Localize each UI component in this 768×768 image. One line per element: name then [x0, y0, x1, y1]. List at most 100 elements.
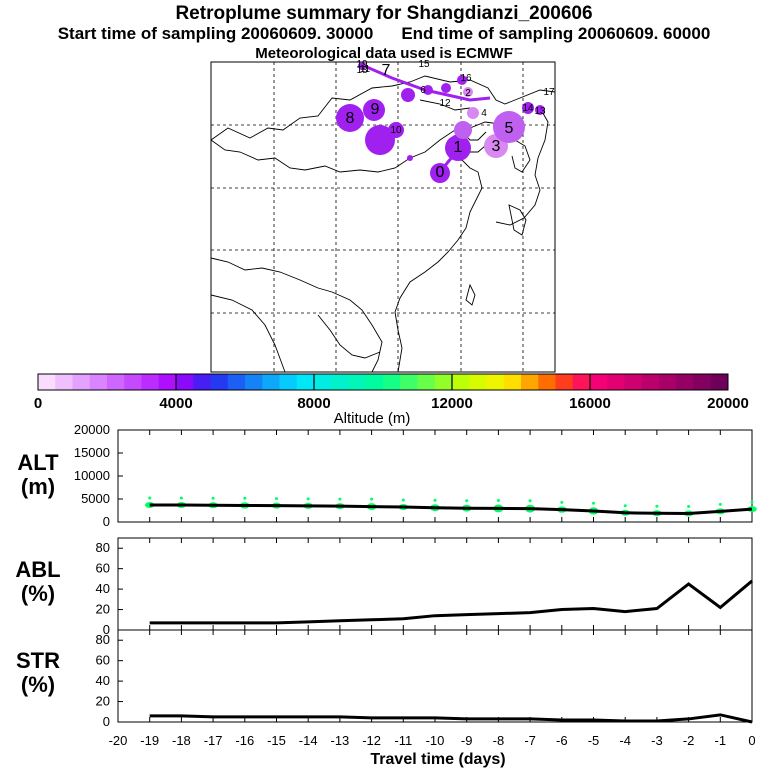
- y-axis-title: ALT: [17, 450, 59, 475]
- y-tick-label: 15000: [74, 445, 110, 460]
- alt-series-line: [149, 503, 753, 515]
- y-tick-label: 0: [103, 514, 110, 529]
- altitude-outlier: [528, 499, 532, 503]
- altitude-outlier: [306, 497, 310, 501]
- x-tick-label: -18: [172, 733, 191, 748]
- x-tick-label: -3: [651, 733, 663, 748]
- x-tick-label: -2: [683, 733, 695, 748]
- time-series-panels: 05000100001500020000ALT(m)020406080ABL(%…: [15, 422, 757, 729]
- colorbar-bin: [365, 374, 384, 390]
- y-axis-title: STR: [16, 648, 60, 673]
- altitude-outlier: [465, 499, 469, 503]
- x-tick-label: -5: [588, 733, 600, 748]
- altitude-outlier: [496, 499, 500, 503]
- colorbar-bin: [400, 374, 418, 390]
- str-panel-frame: [117, 629, 753, 723]
- x-tick-label: -16: [235, 733, 254, 748]
- y-tick-label: 20: [96, 694, 110, 709]
- colorbar-bin: [590, 374, 608, 390]
- colorbar-bin: [659, 374, 677, 390]
- y-tick-label: 10000: [74, 468, 110, 483]
- x-tick-label: -8: [493, 733, 505, 748]
- plume-label: 12: [439, 98, 451, 109]
- colorbar-bin: [210, 374, 229, 390]
- str-series-line: [149, 713, 753, 724]
- colorbar-bin: [124, 374, 142, 390]
- x-tick-label: -15: [267, 733, 286, 748]
- retroplume-track: [336, 62, 545, 183]
- colorbar-bin: [503, 374, 522, 390]
- altitude-outlier: [623, 504, 627, 508]
- colorbar-bin: [72, 374, 91, 390]
- colorbar-bin: [572, 374, 591, 390]
- plume-label: 18: [356, 65, 368, 76]
- plume-label: 5: [505, 120, 514, 137]
- colorbar-bin: [296, 374, 315, 390]
- altitude-outlier: [179, 496, 183, 500]
- colorbar-bin: [555, 374, 574, 390]
- plume-label: 16: [460, 73, 472, 84]
- y-axis-unit: (%): [21, 581, 55, 606]
- colorbar-bin: [245, 374, 263, 390]
- altitude-outlier: [750, 500, 754, 504]
- x-tick-label: -19: [140, 733, 159, 748]
- colorbar-bin: [710, 374, 729, 390]
- x-tick-label: -17: [204, 733, 223, 748]
- y-tick-label: 0: [103, 714, 110, 729]
- plume-label: 1: [454, 139, 463, 156]
- alt-panel: 0 5000 10000 15000 20000 ALT(m): [17, 422, 757, 529]
- colorbar-bin: [486, 374, 505, 390]
- altitude-outlier: [275, 497, 278, 501]
- met-data-text: Meteorological data used is ECMWF: [255, 45, 513, 62]
- y-tick-label: 80: [96, 540, 110, 555]
- plume-label: 7: [382, 62, 391, 79]
- plume-label: 2: [465, 88, 471, 99]
- altitude-outlier: [243, 496, 247, 500]
- abl-panel: 0 20 40 60 80 ABL(%): [15, 538, 753, 637]
- start-time-text: Start time of sampling 20060609. 30000: [57, 24, 374, 43]
- colorbar-bin: [693, 374, 712, 390]
- colorbar-bin: [383, 374, 401, 390]
- colorbar-bin: [624, 374, 643, 390]
- x-tick-label: -12: [362, 733, 381, 748]
- plume-label: 13: [534, 106, 546, 117]
- plume-label: 19: [356, 59, 368, 70]
- altitude-outlier: [718, 502, 722, 506]
- plume-label: 6: [420, 85, 426, 96]
- plume-label: 10: [390, 125, 402, 136]
- colorbar-tick-label: 8000: [297, 395, 330, 412]
- chart-title: Retroplume summary for Shangdianzi_20060…: [175, 3, 593, 24]
- colorbar-label: Altitude (m): [334, 410, 411, 427]
- altitude-outlier: [560, 500, 564, 504]
- plume-label: 3: [492, 138, 501, 155]
- colorbar-bin: [331, 374, 349, 390]
- str-panel: 0 20 40 60 80 STR(%): [16, 630, 753, 729]
- y-axis-title: ABL: [15, 557, 60, 582]
- x-tick-label: -9: [461, 733, 473, 748]
- altitude-outlier: [433, 498, 437, 502]
- y-tick-label: 60: [96, 653, 110, 668]
- plume-label: 0: [436, 164, 445, 181]
- plume-label: 9: [371, 101, 380, 118]
- plume-label: 17: [543, 87, 555, 98]
- colorbar-bin: [279, 374, 298, 390]
- abl-series-line: [149, 579, 753, 625]
- colorbar-bin: [176, 374, 194, 390]
- y-tick-label: 0: [103, 622, 110, 637]
- x-tick-label: -4: [619, 733, 631, 748]
- plume-label: 14: [522, 103, 534, 114]
- plume-label: 4: [481, 108, 487, 119]
- colorbar-bin: [227, 374, 246, 390]
- altitude-outlier: [687, 504, 691, 508]
- y-axis-unit: (%): [21, 672, 55, 697]
- y-tick-label: 5000: [81, 491, 110, 506]
- y-tick-label: 20: [96, 602, 110, 617]
- altitude-outlier: [592, 501, 595, 505]
- colorbar-bin: [641, 374, 660, 390]
- y-tick-label: 80: [96, 632, 110, 647]
- colorbar-bin: [262, 374, 280, 390]
- y-tick-label: 40: [96, 673, 110, 688]
